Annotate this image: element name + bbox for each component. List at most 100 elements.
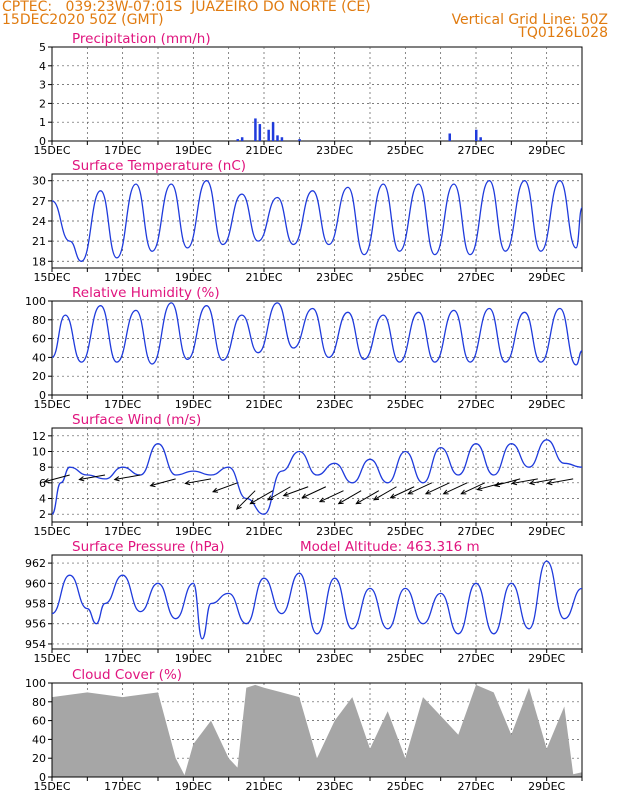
- wind-arrow-head: [149, 482, 156, 488]
- x-tick-label: 15DEC: [33, 398, 70, 411]
- precip-bar: [254, 118, 257, 141]
- x-tick-label: 19DEC: [175, 652, 212, 665]
- x-tick-label: 23DEC: [316, 144, 353, 157]
- wind-arrow-shaft: [408, 482, 433, 495]
- wind-arrow-shaft: [319, 490, 344, 503]
- y-tick-label: 40: [32, 351, 46, 364]
- y-tick-label: 80: [32, 314, 46, 327]
- y-tick-label: 30: [32, 175, 46, 188]
- x-tick-label: 21DEC: [245, 652, 282, 665]
- panel-title: Relative Humidity (%): [72, 285, 220, 301]
- y-tick-label: 21: [32, 235, 46, 248]
- y-tick-label: 18: [32, 255, 46, 268]
- wind-arrow-shaft: [44, 474, 70, 483]
- x-tick-label: 29DEC: [528, 780, 565, 793]
- wind-arrow-shaft: [114, 474, 141, 481]
- x-tick-label: 19DEC: [175, 144, 212, 157]
- y-tick-label: 4: [39, 60, 46, 73]
- x-tick-label: 21DEC: [245, 525, 282, 538]
- y-tick-label: 20: [32, 752, 46, 765]
- y-tick-label: 60: [32, 333, 46, 346]
- x-tick-label: 19DEC: [175, 780, 212, 793]
- wind-arrow-shaft: [302, 486, 327, 499]
- x-tick-label: 23DEC: [316, 652, 353, 665]
- series-line: [51, 180, 583, 262]
- x-tick-label: 29DEC: [528, 271, 565, 284]
- series-line: [51, 439, 583, 515]
- precip-bar: [236, 139, 239, 141]
- x-tick-label: 21DEC: [245, 144, 282, 157]
- x-tick-label: 23DEC: [316, 525, 353, 538]
- wind-arrow-shaft: [529, 478, 556, 484]
- precip-bar: [276, 135, 279, 141]
- wind-arrow-shaft: [236, 490, 256, 510]
- wind-arrow-head: [546, 480, 553, 486]
- x-tick-label: 17DEC: [104, 144, 141, 157]
- wind-arrow-head: [113, 476, 120, 482]
- precip-bar: [298, 139, 301, 141]
- x-tick-label: 15DEC: [33, 271, 70, 284]
- precip-bar: [280, 137, 284, 141]
- wind-arrow-shaft: [461, 482, 486, 495]
- wind-arrow-head: [282, 491, 289, 497]
- x-tick-label: 17DEC: [104, 525, 141, 538]
- x-tick-label: 27DEC: [457, 780, 494, 793]
- x-tick-label: 19DEC: [175, 271, 212, 284]
- wind-arrow-shaft: [250, 490, 274, 505]
- y-tick-label: 4: [39, 493, 46, 506]
- wind-arrow-head: [184, 480, 191, 486]
- y-tick-label: 5: [39, 41, 46, 54]
- wind-arrow-head: [476, 485, 483, 491]
- precip-bar: [267, 129, 270, 141]
- x-tick-label: 25DEC: [387, 271, 424, 284]
- wind-arrow-shaft: [443, 482, 468, 495]
- x-tick-label: 27DEC: [457, 652, 494, 665]
- x-tick-label: 19DEC: [175, 398, 212, 411]
- wind-arrow-head: [511, 480, 518, 486]
- x-tick-label: 17DEC: [104, 780, 141, 793]
- y-tick-label: 27: [32, 195, 46, 208]
- wind-arrow-shaft: [150, 478, 176, 487]
- y-tick-label: 100: [25, 677, 46, 690]
- panel-frame: [51, 554, 583, 650]
- panel-frame-top: [51, 682, 583, 778]
- panel-frame: [51, 300, 583, 396]
- y-tick-label: 80: [32, 696, 46, 709]
- x-tick-label: 21DEC: [245, 398, 282, 411]
- panel-title: Cloud Cover (%): [72, 667, 182, 683]
- y-tick-label: 0: [39, 135, 46, 148]
- y-tick-label: 0: [39, 389, 46, 402]
- x-tick-label: 15DEC: [33, 144, 70, 157]
- panel-title: Surface Wind (m/s): [72, 412, 201, 428]
- wind-arrow-shaft: [267, 486, 291, 501]
- panel-frame: [51, 46, 583, 142]
- x-tick-label: 21DEC: [245, 271, 282, 284]
- y-tick-label: 0: [39, 771, 46, 784]
- wind-arrow-shaft: [356, 490, 380, 505]
- x-tick-label: 27DEC: [457, 144, 494, 157]
- header-station: CPTEC: 039:23W-07:01S JUAZEIRO DO NORTE …: [2, 0, 371, 15]
- y-tick-label: 2: [39, 508, 46, 521]
- x-tick-label: 21DEC: [245, 780, 282, 793]
- panel-title: Precipitation (mm/h): [72, 31, 211, 47]
- wind-arrow-shaft: [283, 486, 309, 497]
- panel-title: Surface Pressure (hPa): [72, 539, 225, 555]
- wind-arrow-head: [389, 493, 396, 499]
- y-tick-label: 10: [32, 446, 46, 459]
- wind-arrow-head: [78, 476, 85, 482]
- precip-bar: [448, 133, 451, 141]
- y-tick-label: 960: [25, 577, 46, 590]
- wind-arrow-head: [460, 489, 467, 495]
- x-tick-label: 25DEC: [387, 525, 424, 538]
- precip-bar: [258, 124, 262, 141]
- wind-arrow-shaft: [494, 478, 521, 487]
- y-tick-label: 24: [32, 215, 46, 228]
- wind-arrow-head: [337, 499, 344, 505]
- x-tick-label: 27DEC: [457, 271, 494, 284]
- x-tick-label: 27DEC: [457, 398, 494, 411]
- x-tick-label: 23DEC: [316, 780, 353, 793]
- wind-arrow-head: [235, 504, 242, 510]
- x-tick-label: 29DEC: [528, 398, 565, 411]
- y-tick-label: 40: [32, 733, 46, 746]
